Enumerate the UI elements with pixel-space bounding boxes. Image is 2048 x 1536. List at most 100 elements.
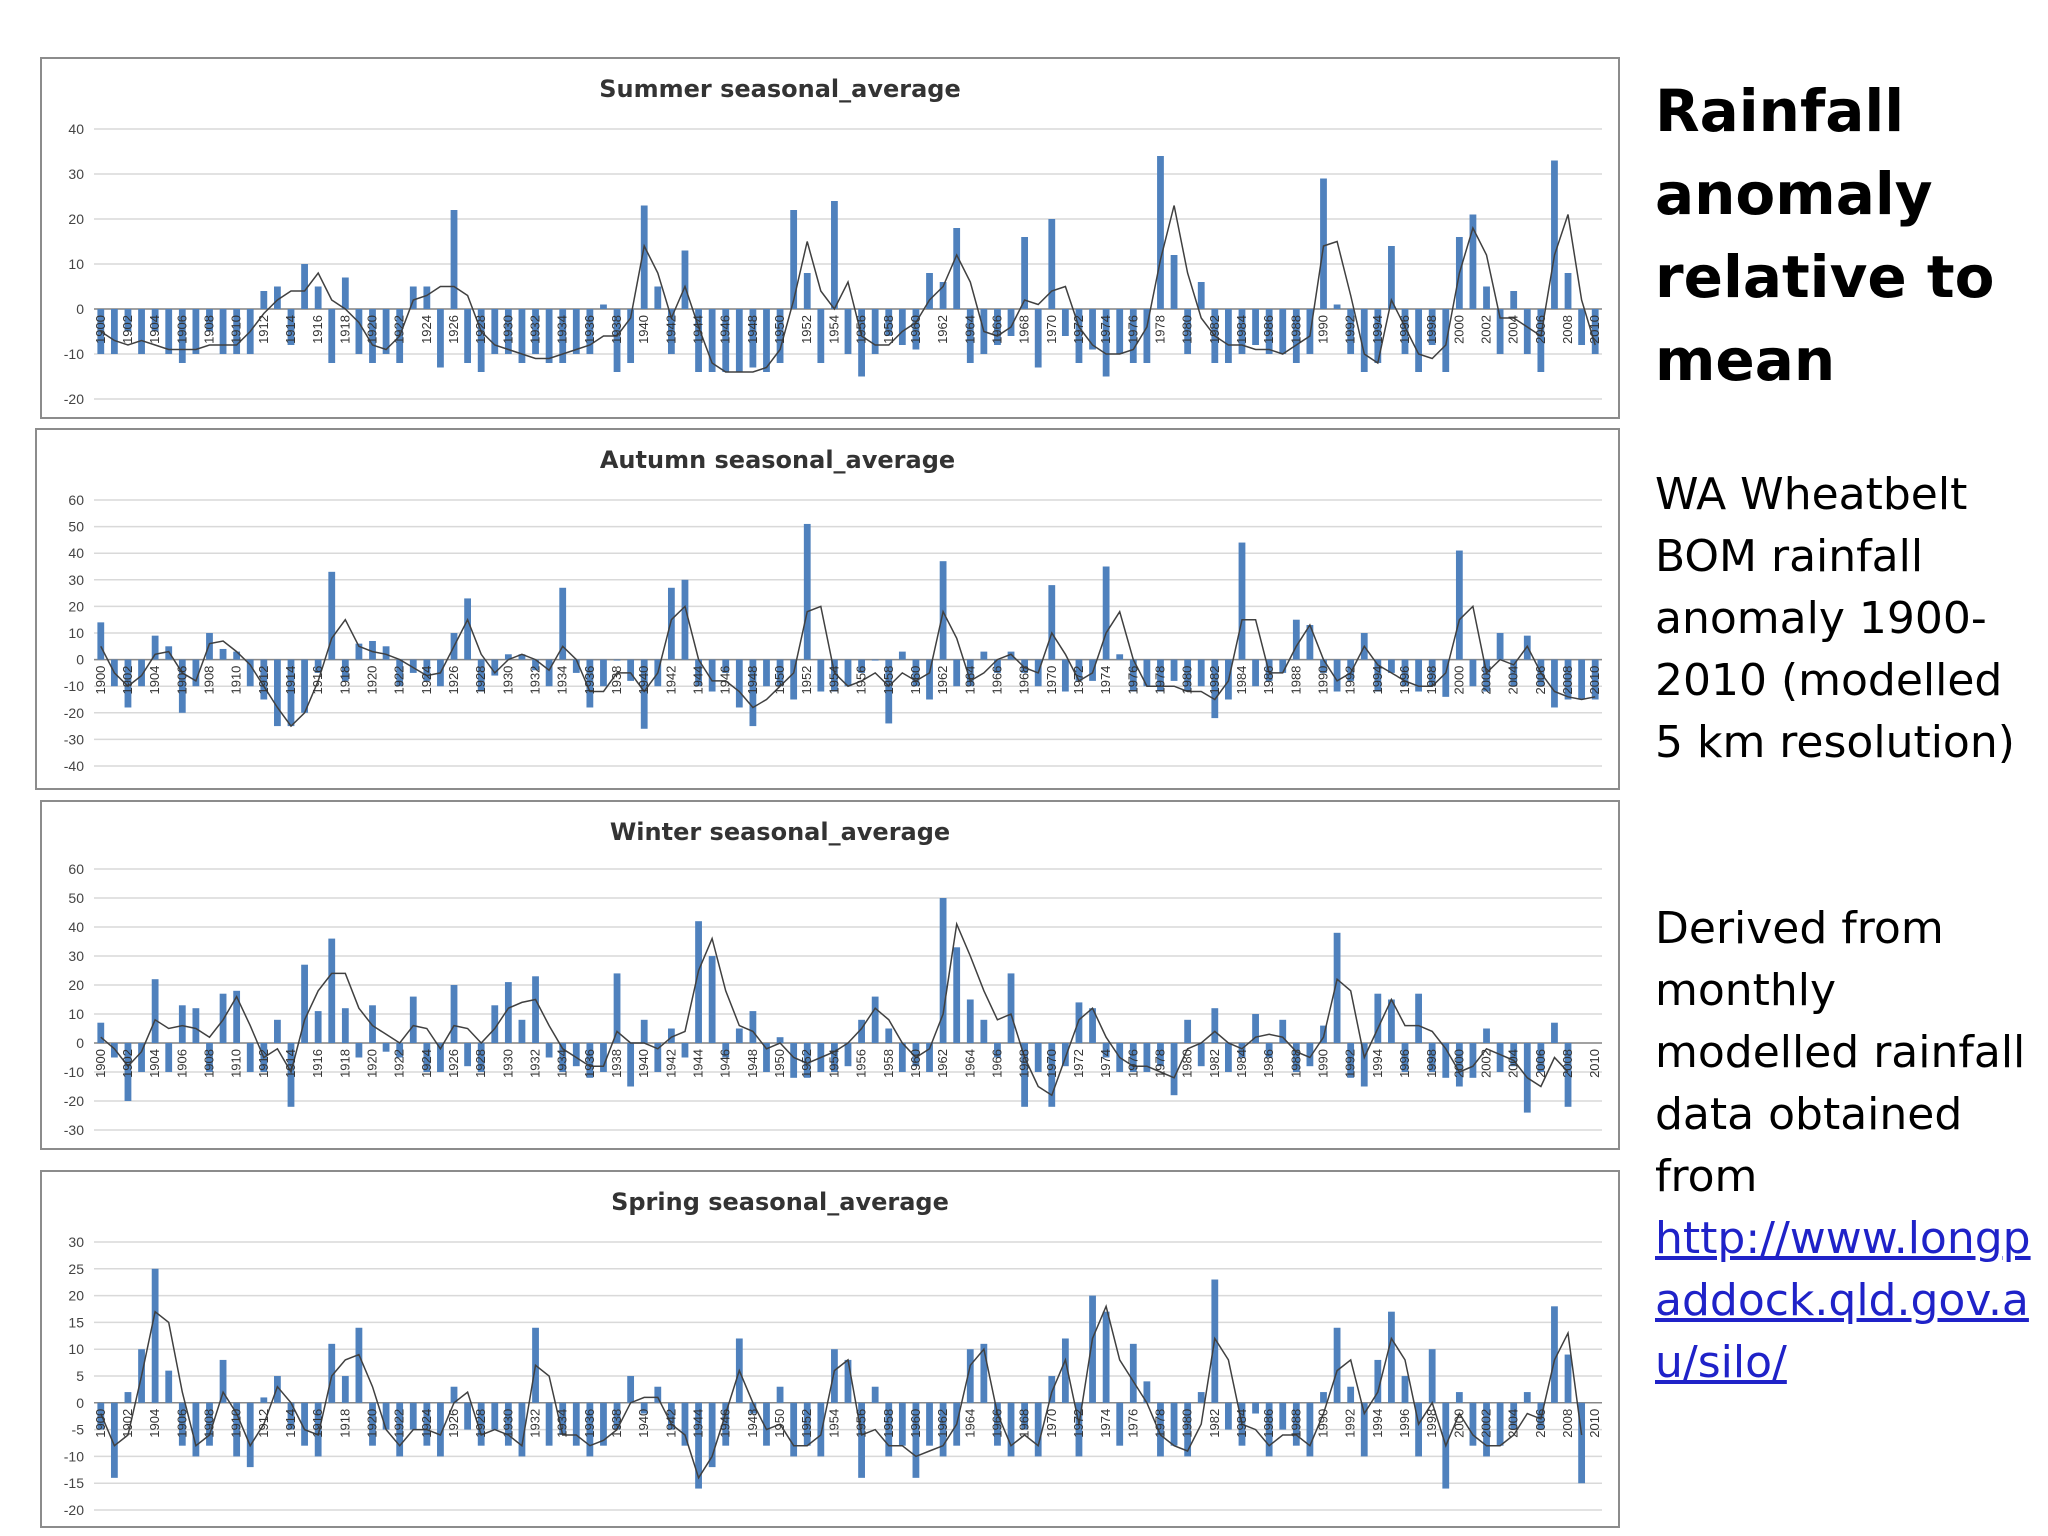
x-tick-label: 1984 bbox=[1234, 1409, 1249, 1438]
bar bbox=[1347, 1043, 1355, 1078]
bar bbox=[1523, 309, 1531, 354]
y-tick-label: -30 bbox=[64, 731, 84, 747]
bar bbox=[545, 1402, 553, 1446]
bar bbox=[1061, 1338, 1069, 1403]
bar bbox=[885, 309, 893, 336]
trend-line bbox=[100, 921, 1569, 1097]
x-tick-label: 1960 bbox=[908, 1409, 923, 1438]
x-tick-label: 2008 bbox=[1560, 1409, 1575, 1438]
x-tick-label: 1910 bbox=[229, 1409, 244, 1438]
x-tick-label: 2010 bbox=[1587, 666, 1602, 695]
y-tick-label: 40 bbox=[68, 919, 84, 935]
bar bbox=[491, 659, 499, 676]
bar bbox=[369, 309, 376, 363]
bar bbox=[409, 659, 417, 673]
bar bbox=[749, 1011, 757, 1043]
bar bbox=[341, 277, 349, 309]
bar bbox=[695, 309, 702, 372]
bar bbox=[858, 1019, 865, 1043]
bar bbox=[1455, 1392, 1463, 1403]
source-link[interactable]: http://www.longpaddock.qld.gov.au/silo/ bbox=[1655, 1213, 2031, 1388]
bar bbox=[382, 646, 390, 660]
x-tick-label: 1976 bbox=[1125, 666, 1140, 695]
x-tick-label: 2010 bbox=[1587, 315, 1602, 344]
bar bbox=[559, 1043, 567, 1072]
bar bbox=[1157, 1402, 1164, 1457]
bar bbox=[1469, 659, 1477, 687]
bar bbox=[586, 659, 594, 708]
bar bbox=[1401, 309, 1409, 354]
bar bbox=[586, 1043, 594, 1078]
x-tick-label: 1986 bbox=[1261, 1409, 1276, 1438]
x-tick-label: 1976 bbox=[1125, 1049, 1140, 1078]
bar bbox=[994, 1043, 1001, 1058]
bar bbox=[939, 1402, 947, 1457]
y-tick-label: -30 bbox=[64, 1122, 84, 1138]
bar bbox=[219, 309, 227, 354]
bar bbox=[1388, 1311, 1395, 1403]
bar bbox=[667, 587, 675, 660]
bar bbox=[369, 1005, 376, 1043]
x-tick-label: 1992 bbox=[1343, 666, 1358, 695]
bar bbox=[491, 309, 499, 354]
x-tick-label: 1942 bbox=[663, 315, 678, 344]
bar bbox=[1374, 1359, 1382, 1403]
bar bbox=[1496, 633, 1504, 660]
x-tick-label: 1936 bbox=[582, 1409, 597, 1438]
x-tick-label: 1946 bbox=[718, 1049, 733, 1078]
x-tick-label: 1948 bbox=[745, 315, 760, 344]
y-tick-label: 0 bbox=[76, 652, 84, 668]
y-tick-label: -20 bbox=[64, 1502, 84, 1518]
x-tick-label: 1914 bbox=[283, 666, 298, 695]
x-tick-label: 2008 bbox=[1560, 1049, 1575, 1078]
x-tick-label: 1988 bbox=[1288, 1409, 1303, 1438]
x-tick-label: 1972 bbox=[1071, 1049, 1086, 1078]
bar bbox=[1360, 1402, 1368, 1457]
x-tick-label: 1982 bbox=[1207, 666, 1222, 695]
bar bbox=[124, 659, 132, 708]
bar bbox=[192, 1008, 200, 1043]
x-tick-label: 1926 bbox=[446, 315, 461, 344]
y-tick-label: 0 bbox=[76, 301, 84, 317]
bar bbox=[396, 1043, 404, 1058]
x-tick-label: 1994 bbox=[1370, 1049, 1385, 1078]
x-tick-label: 2004 bbox=[1506, 1409, 1521, 1438]
y-tick-label: -5 bbox=[72, 1422, 85, 1438]
bar bbox=[1157, 659, 1164, 692]
x-tick-label: 1990 bbox=[1315, 315, 1330, 344]
bar bbox=[219, 993, 227, 1043]
bar bbox=[1496, 1043, 1504, 1072]
bar bbox=[97, 1402, 105, 1430]
bar bbox=[464, 598, 471, 660]
x-tick-label: 2006 bbox=[1533, 666, 1548, 695]
bar bbox=[817, 1402, 825, 1457]
x-tick-label: 1922 bbox=[392, 666, 407, 695]
bar bbox=[912, 1043, 920, 1067]
x-tick-label: 1956 bbox=[854, 666, 869, 695]
bar bbox=[1292, 309, 1300, 363]
bar bbox=[192, 309, 200, 354]
x-tick-label: 1944 bbox=[691, 1049, 706, 1078]
x-tick-label: 1942 bbox=[663, 666, 678, 695]
bar bbox=[355, 643, 363, 660]
bar bbox=[1347, 309, 1355, 354]
y-tick-label: 10 bbox=[68, 625, 84, 641]
x-tick-label: 1960 bbox=[908, 315, 923, 344]
x-tick-label: 1968 bbox=[1017, 315, 1032, 344]
y-tick-label: 15 bbox=[68, 1314, 84, 1330]
bar bbox=[1347, 659, 1355, 681]
bar bbox=[681, 250, 689, 309]
bar bbox=[301, 264, 308, 309]
x-tick-label: 1916 bbox=[310, 666, 325, 695]
bar bbox=[681, 579, 689, 660]
bar bbox=[260, 1397, 268, 1403]
bar bbox=[627, 309, 635, 363]
bar bbox=[1061, 659, 1069, 692]
bar bbox=[504, 1402, 512, 1446]
bar bbox=[369, 640, 376, 660]
bar bbox=[314, 1011, 322, 1043]
bar bbox=[274, 659, 281, 727]
bar bbox=[518, 654, 526, 660]
x-tick-label: 2006 bbox=[1533, 1049, 1548, 1078]
bar bbox=[437, 309, 444, 368]
